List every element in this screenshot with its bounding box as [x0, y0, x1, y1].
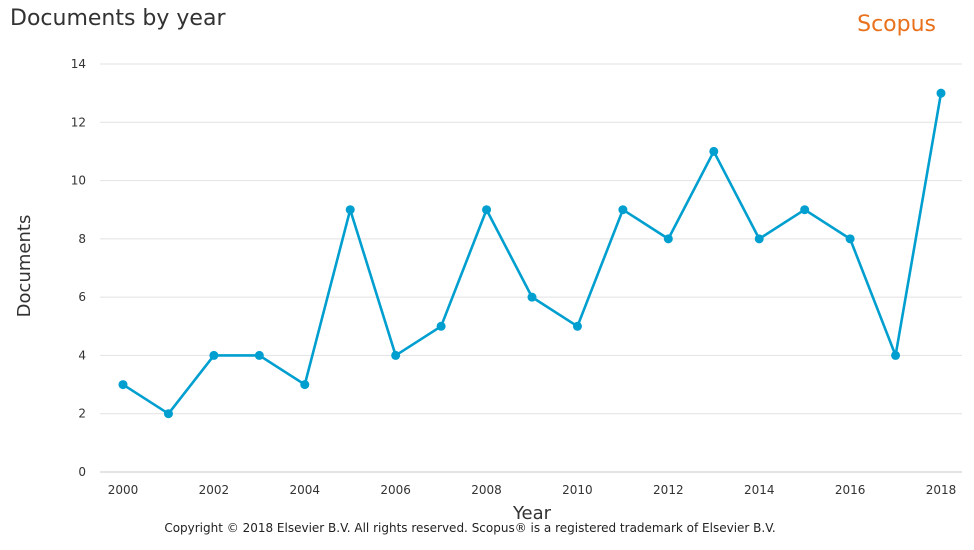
data-point[interactable] — [163, 409, 173, 419]
x-tick-label: 2002 — [199, 483, 230, 497]
data-point[interactable] — [391, 350, 401, 360]
data-point[interactable] — [118, 380, 128, 390]
y-tick-label: 2 — [78, 407, 86, 421]
data-point[interactable] — [527, 292, 537, 302]
data-point[interactable] — [436, 321, 446, 331]
x-tick-label: 2018 — [926, 483, 957, 497]
y-tick-label: 6 — [78, 290, 86, 304]
data-point[interactable] — [891, 350, 901, 360]
x-tick-label: 2004 — [290, 483, 321, 497]
data-point[interactable] — [709, 146, 719, 156]
data-point[interactable] — [936, 88, 946, 98]
y-axis-ticks: 0 2 4 6 8 10 12 14 — [71, 57, 86, 479]
x-axis-title: Year — [512, 503, 552, 524]
x-axis-ticks: 2000 2002 2004 2006 2008 2010 2012 2014 2016 2018 — [108, 483, 957, 497]
y-tick-label: 0 — [78, 465, 86, 479]
data-point[interactable] — [845, 234, 855, 244]
x-tick-label: 2012 — [653, 483, 684, 497]
y-tick-label: 12 — [71, 115, 86, 129]
gridlines — [100, 63, 962, 473]
series-line — [122, 92, 943, 416]
data-point[interactable] — [482, 205, 492, 215]
x-tick-label: 2008 — [471, 483, 502, 497]
x-tick-label: 2000 — [108, 483, 139, 497]
data-point[interactable] — [618, 205, 628, 215]
data-point[interactable] — [209, 350, 219, 360]
data-point[interactable] — [800, 205, 810, 215]
y-tick-label: 4 — [78, 348, 86, 362]
y-tick-label: 10 — [71, 174, 86, 188]
data-points — [118, 88, 946, 419]
y-tick-label: 14 — [71, 57, 86, 71]
chart-title: Documents by year — [10, 6, 226, 31]
y-tick-label: 8 — [78, 232, 86, 246]
data-point[interactable] — [572, 321, 582, 331]
copyright-notice: Copyright © 2018 Elsevier B.V. All right… — [164, 521, 776, 535]
data-point[interactable] — [300, 380, 310, 390]
y-axis-title: Documents — [14, 215, 35, 318]
data-point[interactable] — [345, 205, 355, 215]
x-tick-label: 2006 — [380, 483, 411, 497]
data-point[interactable] — [663, 234, 673, 244]
x-tick-label: 2014 — [744, 483, 775, 497]
data-point[interactable] — [254, 350, 264, 360]
scopus-logo[interactable]: Scopus — [857, 12, 936, 37]
x-tick-label: 2016 — [835, 483, 866, 497]
data-point[interactable] — [754, 234, 764, 244]
x-tick-label: 2010 — [562, 483, 593, 497]
